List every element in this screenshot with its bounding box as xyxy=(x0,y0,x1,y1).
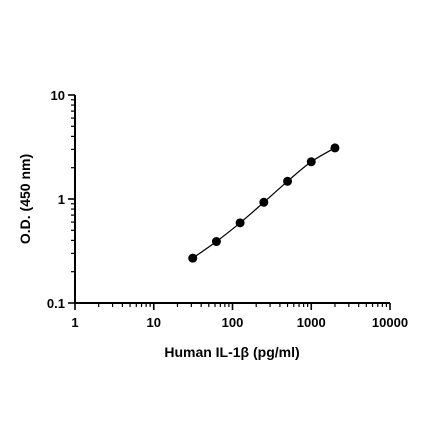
y-axis-title: O.D. (450 nm) xyxy=(17,154,33,244)
data-point xyxy=(259,197,269,207)
y-tick-label: 1 xyxy=(58,192,65,207)
data-point xyxy=(235,218,245,228)
data-point xyxy=(330,143,340,153)
tick-labels: 1 10 100 1000 10000 0.1 1 10 xyxy=(47,88,408,330)
axes xyxy=(74,95,390,304)
x-axis-title: Human IL-1β (pg/ml) xyxy=(164,344,299,360)
y-tick-label: 0.1 xyxy=(47,296,65,311)
data-point xyxy=(211,237,221,247)
data-point xyxy=(306,157,316,167)
x-tick-label: 1000 xyxy=(297,315,326,330)
ticks xyxy=(68,94,391,310)
y-tick-label: 10 xyxy=(51,88,65,103)
x-tick-label: 100 xyxy=(222,315,244,330)
data-points xyxy=(188,143,340,263)
data-point xyxy=(188,253,198,263)
data-point xyxy=(283,176,293,186)
x-tick-label: 10 xyxy=(147,315,161,330)
x-tick-label: 10000 xyxy=(372,315,408,330)
x-tick-label: 1 xyxy=(71,315,78,330)
